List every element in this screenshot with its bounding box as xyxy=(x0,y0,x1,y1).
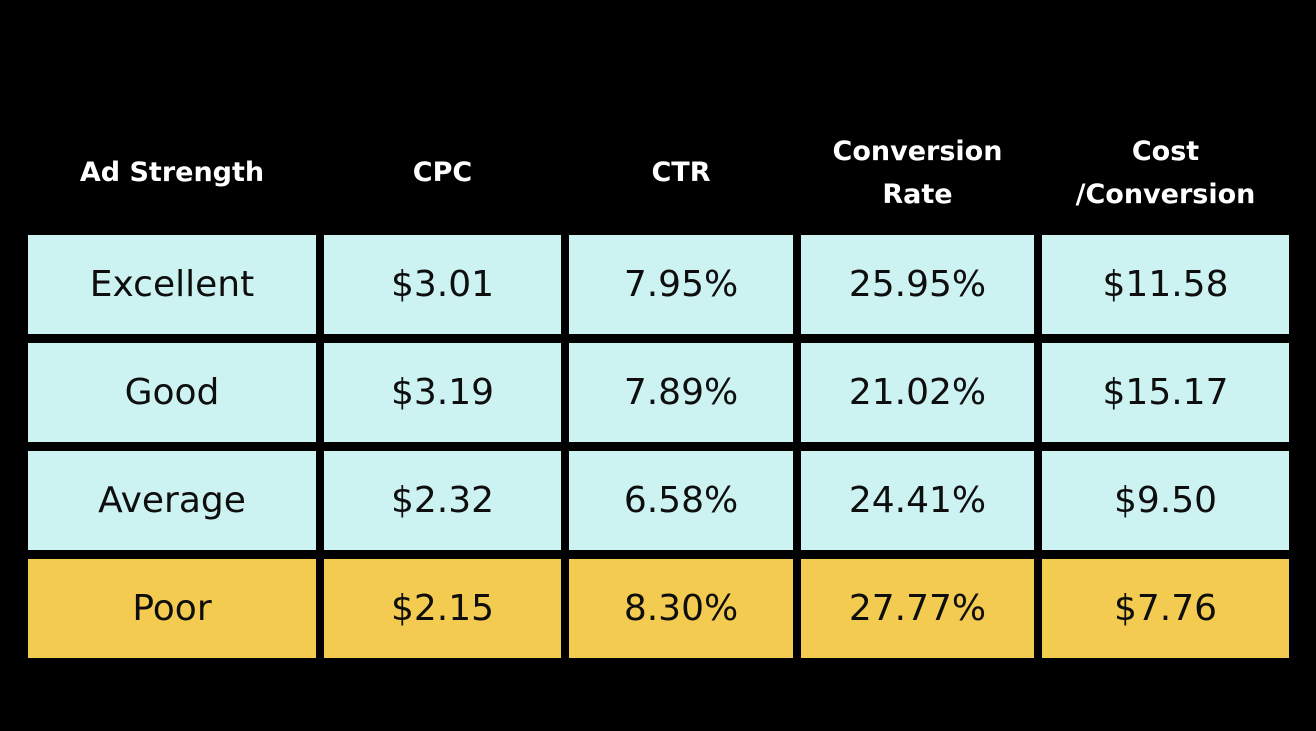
header-cell-ctr: CTR xyxy=(569,120,793,226)
cell-average-cpc: $2.32 xyxy=(324,451,561,550)
cell-average-cost-per-conversion: $9.50 xyxy=(1042,451,1289,550)
cell-good-ctr: 7.89% xyxy=(569,343,793,442)
cell-poor-cpc: $2.15 xyxy=(324,559,561,658)
cell-poor-conversion-rate: 27.77% xyxy=(801,559,1034,658)
cell-average-conversion-rate: 24.41% xyxy=(801,451,1034,550)
header-label-ctr: CTR xyxy=(651,157,711,189)
cell-excellent-label: Excellent xyxy=(28,235,316,334)
header-label-cost-per-conversion: Cost /Conversion xyxy=(1075,135,1256,210)
header-cell-cost-per-conversion: Cost /Conversion xyxy=(1042,120,1289,226)
header-label-ad-strength: Ad Strength xyxy=(79,157,265,189)
header-label-cpc: CPC xyxy=(412,157,473,189)
cell-excellent-conversion-rate: 25.95% xyxy=(801,235,1034,334)
header-cell-cpc: CPC xyxy=(324,120,561,226)
cell-excellent-cost-per-conversion: $11.58 xyxy=(1042,235,1289,334)
cell-average-label: Average xyxy=(28,451,316,550)
cell-good-cpc: $3.19 xyxy=(324,343,561,442)
cell-poor-ctr: 8.30% xyxy=(569,559,793,658)
header-cell-conversion-rate: Conversion Rate xyxy=(801,120,1034,226)
cell-good-label: Good xyxy=(28,343,316,442)
cell-excellent-ctr: 7.95% xyxy=(569,235,793,334)
cell-good-cost-per-conversion: $15.17 xyxy=(1042,343,1289,442)
header-label-conversion-rate: Conversion Rate xyxy=(832,135,1003,210)
cell-poor-cost-per-conversion: $7.76 xyxy=(1042,559,1289,658)
header-cell-ad-strength: Ad Strength xyxy=(28,120,316,226)
cell-excellent-cpc: $3.01 xyxy=(324,235,561,334)
cell-good-conversion-rate: 21.02% xyxy=(801,343,1034,442)
metrics-table: Ad Strength CPC CTR Conversion Rate Cost… xyxy=(28,120,1289,658)
cell-poor-label: Poor xyxy=(28,559,316,658)
cell-average-ctr: 6.58% xyxy=(569,451,793,550)
